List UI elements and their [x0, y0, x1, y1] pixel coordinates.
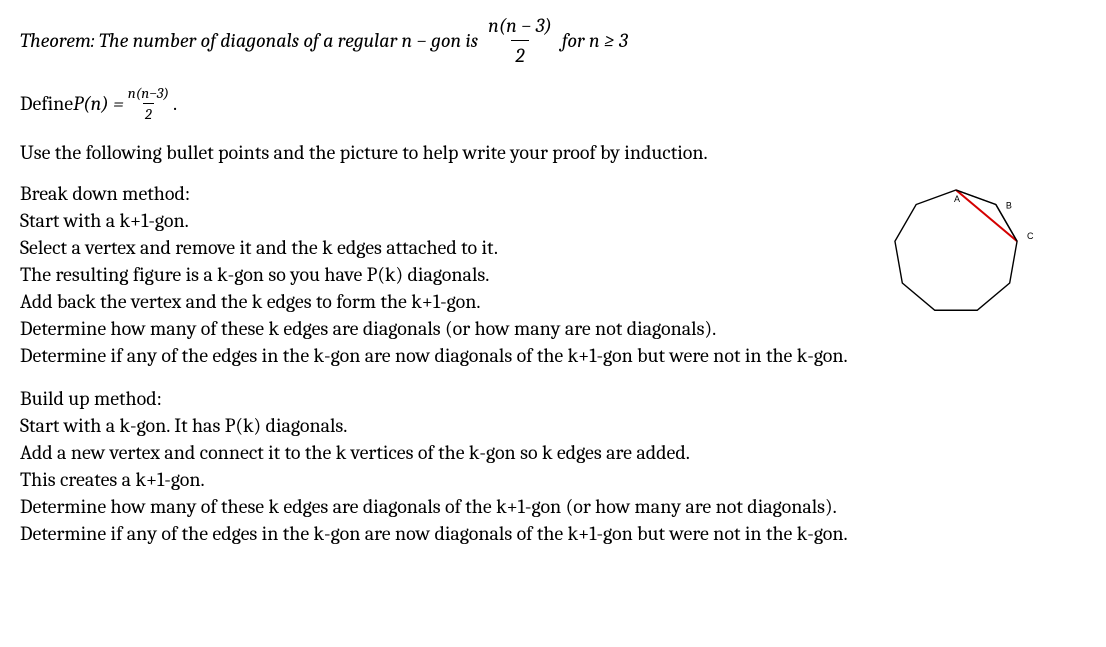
buildup-l4: Determine how many of these k edges are …: [20, 493, 1086, 520]
theorem-prefix: Theorem: The number of diagonals of a re…: [20, 27, 478, 54]
chord-AB: [956, 190, 996, 205]
definition-line: Define P(n) = n(n−3) 2 .: [20, 83, 1086, 125]
nonagon-outline: [895, 190, 1017, 310]
nonagon-svg: A B C: [876, 172, 1056, 337]
theorem-suffix: for n ≥ 3: [562, 27, 628, 54]
define-fn: P(n) =: [73, 90, 124, 117]
breakdown-l6: Determine if any of the edges in the k-g…: [20, 342, 1086, 369]
chord-AC: [956, 190, 1017, 241]
buildup-title: Build up method:: [20, 385, 1086, 412]
define-frac-num: n(n−3): [126, 83, 171, 103]
buildup-l5: Determine if any of the edges in the k-g…: [20, 520, 1086, 547]
buildup-l1: Start with a k-gon. It has P(k) diagonal…: [20, 412, 1086, 439]
frac-denominator: 2: [511, 40, 528, 69]
intro-text: Use the following bullet points and the …: [20, 139, 1086, 166]
buildup-block: Build up method: Start with a k-gon. It …: [20, 385, 1086, 547]
define-frac-den: 2: [143, 103, 154, 124]
define-prefix: Define: [20, 90, 73, 117]
polygon-figure: A B C: [876, 172, 1056, 337]
define-fraction: n(n−3) 2: [126, 83, 171, 125]
theorem-fraction: n(n − 3) 2: [484, 12, 556, 69]
buildup-l2: Add a new vertex and connect it to the k…: [20, 439, 1086, 466]
frac-numerator: n(n − 3): [484, 12, 556, 40]
buildup-l3: This creates a k+1-gon.: [20, 466, 1086, 493]
vertex-label-B: B: [1006, 200, 1012, 210]
define-suffix: .: [173, 90, 177, 117]
theorem-statement: Theorem: The number of diagonals of a re…: [20, 12, 1086, 69]
vertex-label-A: A: [954, 194, 960, 204]
vertex-label-C: C: [1027, 231, 1034, 241]
